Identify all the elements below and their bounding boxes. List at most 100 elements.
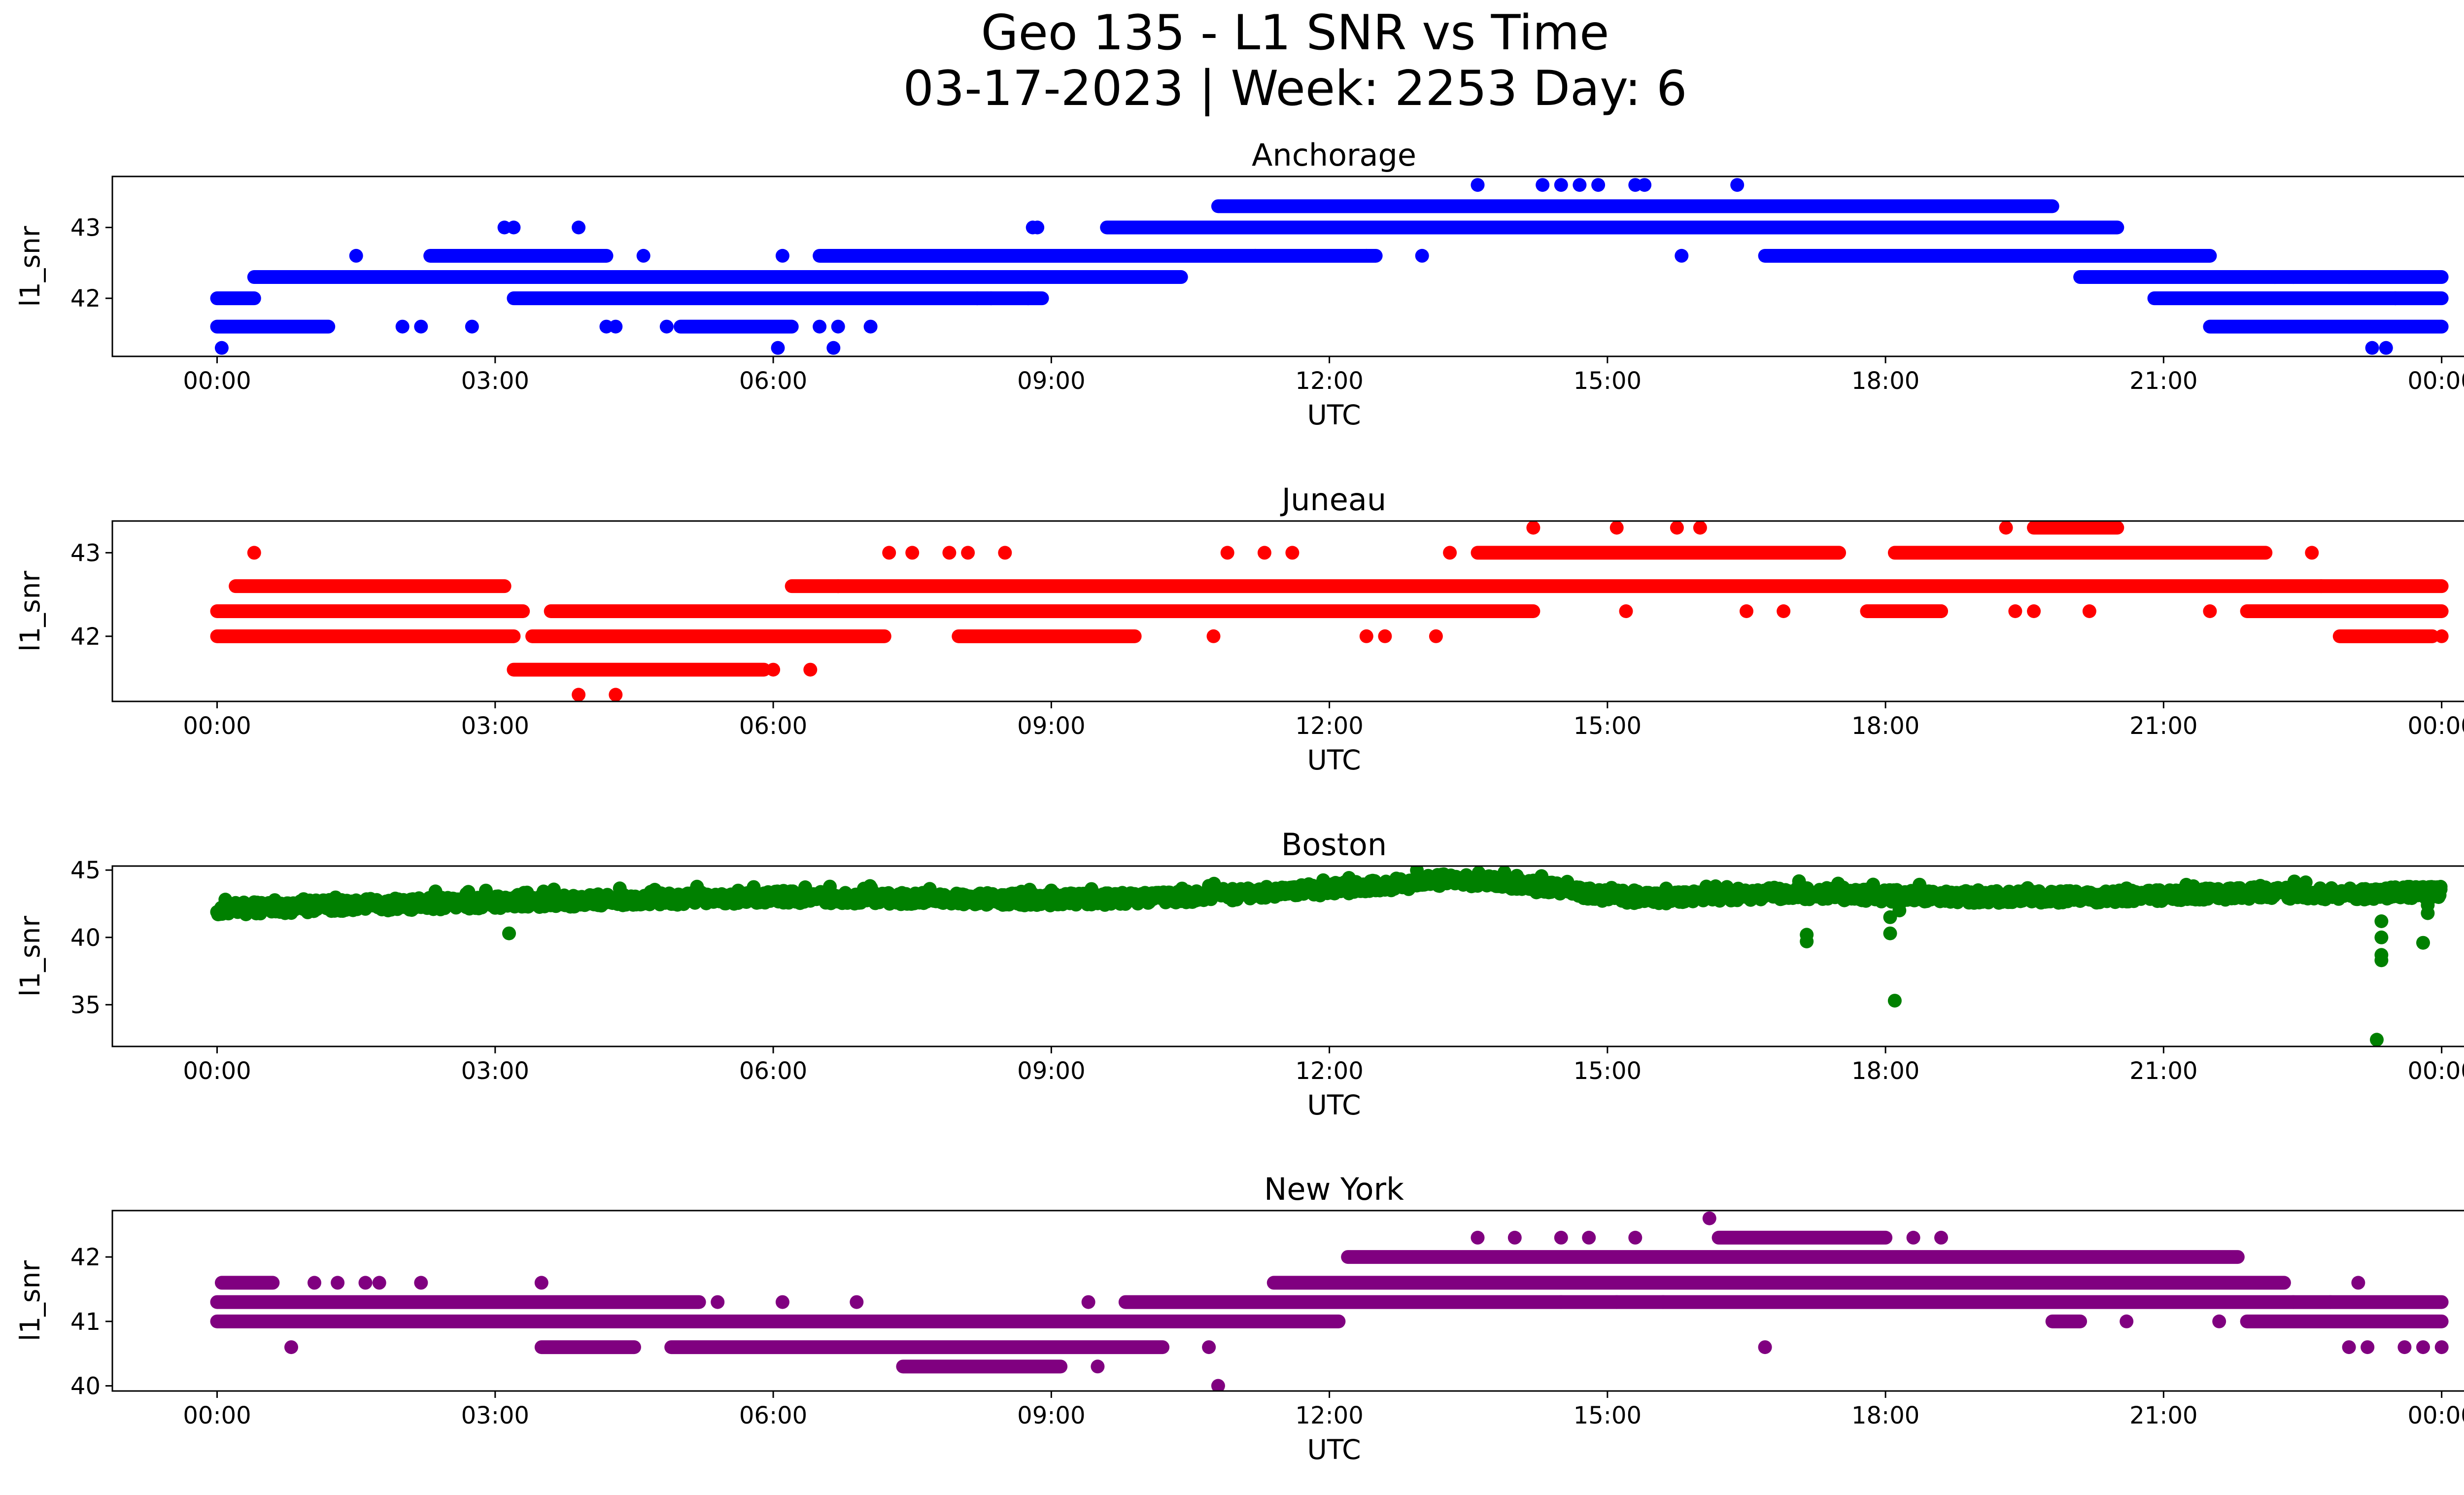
juneau-data-point [1670, 521, 1684, 535]
juneau-x-tick-label: 18:00 [1851, 712, 1919, 740]
anchorage-data-point [609, 319, 623, 334]
juneau-data-point [2027, 604, 2041, 618]
juneau-data-point [942, 546, 957, 560]
anchorage-x-tick-label: 06:00 [739, 367, 807, 395]
juneau-data-point [882, 546, 896, 560]
new-york-y-tick-label: 42 [70, 1244, 101, 1271]
boston-x-tick-label: 15:00 [1574, 1057, 1642, 1085]
new-york-data-point [1758, 1340, 1772, 1355]
juneau-data-point [1206, 629, 1221, 643]
anchorage-axes-frame [111, 175, 2464, 357]
juneau-y-tick-label: 42 [70, 623, 101, 651]
anchorage-data-point [2268, 270, 2282, 284]
juneau-data-points [210, 521, 2449, 701]
figure-title-line-2: 03-17-2023 | Week: 2253 Day: 6 [903, 61, 1687, 117]
juneau-x-axis-label: UTC [1307, 744, 1361, 776]
boston-x-tick-label: 03:00 [461, 1057, 529, 1085]
new-york-data-point [1081, 1295, 1095, 1309]
boston-data-point [2370, 1033, 2384, 1046]
boston-data-point [2374, 930, 2389, 944]
juneau-data-point [1220, 546, 1234, 560]
juneau-data-point [1609, 521, 1624, 535]
new-york-data-point [2323, 1295, 2337, 1309]
new-york-data-point [2397, 1340, 2412, 1355]
boston-chart: Boston 00:00 03:00 06:00 09:00 12:00 15:00 18:0… [14, 827, 2464, 1121]
juneau-y-axis-label: l1_snr [14, 571, 46, 652]
new-york-data-point [2361, 1340, 2375, 1355]
anchorage-data-point [831, 319, 845, 334]
anchorage-data-point [572, 220, 586, 235]
new-york-data-point [284, 1340, 298, 1355]
boston-y-axis-label: l1_snr [14, 916, 46, 997]
anchorage-data-point [1675, 248, 1689, 263]
anchorage-data-point [863, 319, 878, 334]
new-york-axes-frame [111, 1210, 2464, 1392]
new-york-data-point [2286, 1295, 2300, 1309]
anchorage-data-point [465, 319, 479, 334]
new-york-data-point [1091, 1359, 1105, 1374]
juneau-data-point [831, 579, 845, 593]
juneau-data-point [998, 546, 1012, 560]
new-york-data-point [372, 1276, 386, 1290]
new-york-y-tick-label: 41 [70, 1308, 101, 1336]
juneau-x-tick-label: 15:00 [1574, 712, 1642, 740]
juneau-data-point [1443, 546, 1457, 560]
new-york-data-point [2351, 1276, 2365, 1290]
new-york-data-point [1507, 1230, 1522, 1245]
juneau-data-point [1378, 629, 1392, 643]
anchorage-data-point [984, 291, 998, 306]
new-york-x-tick-label: 09:00 [1017, 1402, 1085, 1429]
anchorage-data-point [1021, 291, 1035, 306]
new-york-data-points [210, 1211, 2449, 1391]
anchorage-data-point [636, 248, 650, 263]
new-york-data-point [414, 1276, 428, 1290]
boston-x-tick-label: 12:00 [1295, 1057, 1363, 1085]
anchorage-x-tick-label: 03:00 [461, 367, 529, 395]
new-york-chart: New York 00:00 03:00 06:00 09:00 12:00 15:00 18… [14, 1171, 2464, 1465]
anchorage-y-axis-label: l1_snr [14, 226, 46, 307]
boston-data-point [2416, 936, 2430, 950]
anchorage-x-tick-label: 00:00 [2407, 367, 2464, 395]
anchorage-x-axis-label: UTC [1307, 399, 1361, 431]
juneau-data-point [1693, 521, 1707, 535]
new-york-x-tick-label: 15:00 [1574, 1402, 1642, 1429]
new-york-data-point [775, 1295, 789, 1309]
anchorage-data-point [349, 248, 363, 263]
new-york-x-tick-label: 00:00 [183, 1402, 251, 1429]
new-york-chart-title: New York [1264, 1171, 1404, 1207]
anchorage-data-point [1730, 178, 1745, 192]
anchorage-data-point [1415, 248, 1429, 263]
new-york-data-point [2120, 1314, 2134, 1328]
juneau-data-point [1934, 604, 1948, 618]
anchorage-data-point [1536, 178, 1550, 192]
anchorage-data-point [2365, 341, 2379, 355]
anchorage-y-tick-label: 42 [70, 285, 101, 313]
juneau-data-point [1740, 604, 1753, 618]
anchorage-data-point [970, 291, 984, 306]
anchorage-x-tick-label: 12:00 [1295, 367, 1363, 395]
juneau-chart-title: Juneau [1280, 482, 1386, 518]
new-york-data-point [1702, 1211, 1716, 1225]
boston-data-point [1892, 904, 1907, 918]
juneau-data-point [803, 662, 818, 677]
new-york-x-tick-label: 00:00 [2407, 1402, 2464, 1429]
anchorage-data-point [1248, 248, 1263, 263]
anchorage-x-tick-label: 18:00 [1851, 367, 1919, 395]
anchorage-x-tick-label: 09:00 [1017, 367, 1085, 395]
juneau-data-point [1359, 629, 1373, 643]
new-york-data-point [2212, 1314, 2226, 1328]
anchorage-data-point [775, 248, 789, 263]
juneau-y-tick-label: 43 [70, 539, 101, 567]
anchorage-chart: Anchorage 00:00 03:00 06:00 09:00 12:00 15:00 1… [14, 137, 2464, 431]
juneau-data-point [2082, 604, 2096, 618]
new-york-x-tick-label: 21:00 [2129, 1402, 2197, 1429]
boston-data-point [1883, 926, 1897, 940]
juneau-data-point [766, 662, 781, 677]
juneau-data-point [2008, 604, 2022, 618]
anchorage-data-point [1573, 178, 1587, 192]
anchorage-data-point [2342, 270, 2356, 284]
juneau-axes-frame [111, 520, 2464, 702]
boston-y-tick-label: 35 [70, 991, 101, 1019]
new-york-data-point [1934, 1230, 1948, 1245]
